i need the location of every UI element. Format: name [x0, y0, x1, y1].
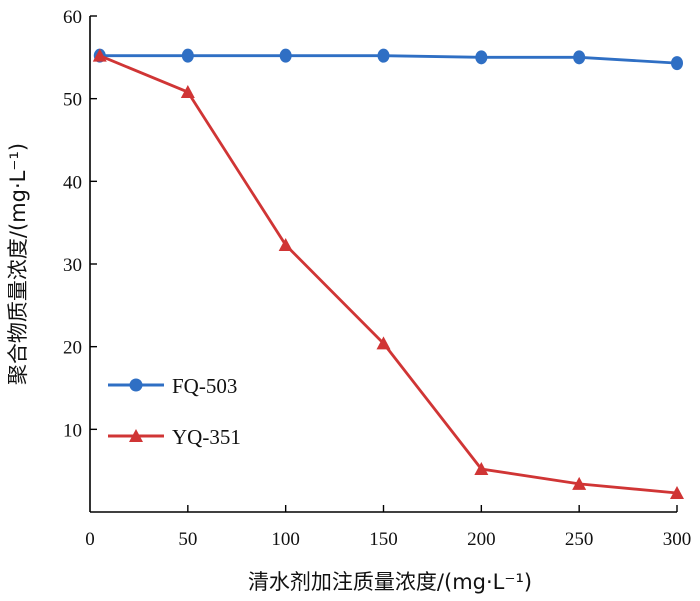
x-tick-label: 100: [271, 529, 300, 550]
plot-area: [92, 48, 684, 499]
y-tick-label: 10: [63, 420, 82, 441]
legend-marker-fq503: [129, 378, 143, 392]
data-point: [181, 48, 194, 63]
x-ticks: 0 50 100 150 200 250 300: [85, 505, 691, 550]
series-yq351: [92, 48, 684, 499]
x-tick-label: 0: [85, 529, 95, 550]
y-tick-label: 30: [63, 255, 82, 276]
legend: FQ-503 YQ-351: [108, 374, 241, 449]
data-point: [474, 462, 489, 476]
legend-item-yq351: YQ-351: [108, 425, 241, 449]
x-tick-label: 250: [565, 529, 594, 550]
y-tick-label: 50: [63, 90, 82, 111]
data-point: [572, 476, 587, 490]
axes: 0 50 100 150 200 250 300 10 20 30 40 50 60: [63, 7, 691, 550]
y-ticks: 10 20 30 40 50 60: [63, 7, 97, 441]
legend-marker-yq351: [129, 429, 143, 442]
data-point: [671, 56, 683, 71]
x-tick-label: 200: [467, 529, 496, 550]
x-tick-label: 50: [178, 529, 197, 550]
data-point: [180, 85, 195, 99]
data-point: [475, 50, 488, 65]
legend-label-yq351: YQ-351: [172, 425, 241, 449]
data-point: [573, 50, 586, 65]
data-point: [670, 485, 684, 499]
y-axis-title: 聚合物质量浓度/(mg·L⁻¹): [6, 143, 30, 385]
legend-item-fq503: FQ-503: [108, 374, 237, 398]
y-tick-label: 20: [63, 338, 82, 359]
data-point: [278, 237, 293, 251]
data-point: [92, 48, 107, 62]
legend-label-fq503: FQ-503: [172, 374, 237, 398]
x-tick-label: 300: [663, 529, 692, 550]
data-point: [279, 48, 292, 63]
x-axis-title: 清水剂加注质量浓度/(mg·L⁻¹): [248, 570, 532, 594]
data-point: [376, 336, 391, 350]
x-tick-label: 150: [369, 529, 398, 550]
series-fq503: [93, 48, 683, 71]
y-tick-label: 60: [63, 7, 82, 28]
data-point: [377, 48, 390, 63]
y-tick-label: 40: [63, 172, 82, 193]
